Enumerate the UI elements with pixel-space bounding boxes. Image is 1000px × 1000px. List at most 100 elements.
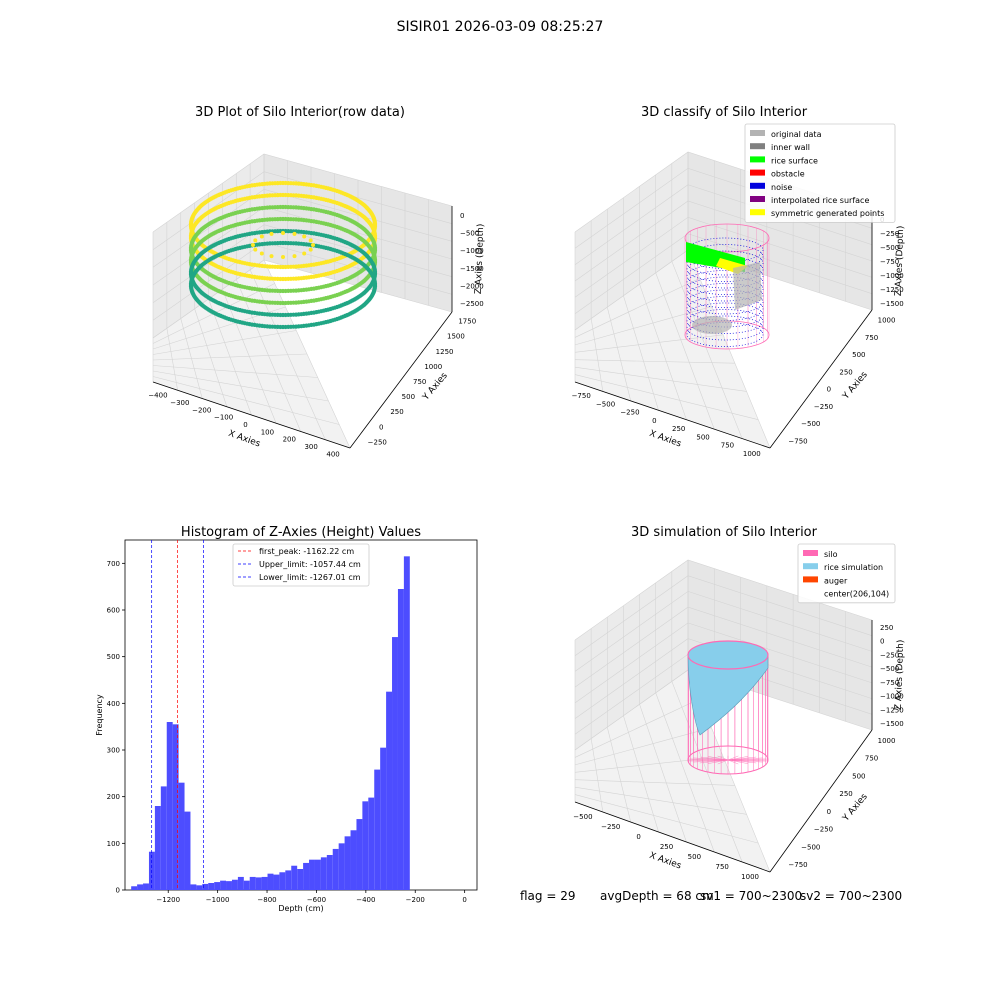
p2-legend-swatch [750,196,765,202]
p1-y-tick-label: 1250 [436,348,454,356]
p1-grid [152,330,297,355]
p1-data-point [269,254,274,259]
p3-x-tick-label: −1200 [156,896,180,904]
p2-x-tick-label: 750 [721,442,734,450]
p4-z-tick-label: −1250 [880,706,904,714]
p4-grid [574,794,759,844]
flag-text: flag = 29 [520,889,576,903]
p2-legend-swatch [750,182,765,189]
p3-bar [267,873,274,890]
p1-z-tick-label: −500 [460,230,479,238]
p1-y-axis-label: Y Axies [421,371,450,403]
p1-data-point [253,238,258,243]
p2-cylinder [684,223,770,350]
p2-noise-ring [686,315,764,341]
depth-histogram: −1200 −1000 −800 −600 −400 −200 0 0 100 200 300 400… [95,525,478,913]
p3-bar [261,876,268,890]
p4-legend [797,543,896,604]
p4-legend-label: center(206,104) [824,590,889,599]
p1-data-point [372,269,378,274]
p1-x-tick-label: 100 [261,428,274,436]
p4-rice-top [687,640,769,670]
p2-legend-label: original data [771,130,822,139]
p2-y-axis-line [769,309,873,449]
p2-y-tick-label: 250 [839,368,852,376]
p3-bar [368,797,375,890]
p4-x-tick-label: −500 [573,813,592,821]
p4-pane-side [688,560,872,730]
p4-z-tick-label: −500 [880,665,899,673]
p4-z-tick-label: −250 [880,651,899,659]
p4-y-tick-label: 750 [865,755,878,763]
p4-pane-floor [575,670,770,872]
p3-bar [273,874,280,890]
p1-grid [152,370,329,402]
p1-data-point [251,243,255,247]
p2-grid [574,334,724,353]
p1-z-tick-label: −1000 [460,247,484,255]
p3-x-tick-label: −1000 [206,896,230,904]
p2-grid [655,272,715,430]
p2-grid [574,200,873,282]
p3-bar [202,883,209,890]
p4-legend-label: auger [824,576,848,585]
p2-legend-label: noise [771,183,792,192]
p4-grid [574,638,873,719]
p3-y-tick-label: 100 [107,840,120,848]
p3-bar [279,872,286,890]
p1-data-point [302,251,307,256]
p4-grid [655,692,715,853]
p3-legend-label: first_peak: -1162.22 cm [259,547,354,556]
figure-title: SISIR01 2026-03-09 08:25:27 [397,19,604,35]
p4-grid [574,591,873,672]
p2-x-tick-label: 1000 [743,450,761,458]
p1-y-tick-label: −250 [368,438,387,446]
p1-y-tick-label: 500 [402,393,415,401]
p1-y-axis-line [349,311,453,449]
p3-bar [291,865,298,890]
p3-bar [143,883,149,890]
p4-rice-simulation [687,654,769,736]
footer-stats: flag = 29 avgDepth = 68 cm sv1 = 700~230… [520,889,920,909]
p1-y-tick-label: 0 [379,423,383,431]
p1-point-cloud [188,180,378,330]
p1-data-point [292,231,297,236]
p1-y-tick-label: 750 [413,378,426,386]
p4-y-tick-label: −250 [814,826,833,834]
p1-data-point [259,251,264,256]
p2-legend-label: obstacle [771,170,805,179]
p2-legend-label: inner wall [771,143,810,152]
p4-y-tick-label: −500 [801,843,820,851]
p3-bar [344,836,351,890]
p4-y-tick-label: −750 [788,861,807,869]
p2-z-tick-label: −1250 [880,286,904,294]
p1-data-point [269,231,274,236]
p1-data-point [281,231,285,235]
p2-z-axis-label: Z Axies (Depth) [894,226,906,297]
p4-silo-floor-line [689,758,767,762]
p4-grid [574,575,873,656]
p2-y-tick-label: −500 [801,420,820,428]
p2-grid [590,318,604,392]
p2-silo-top [684,223,770,253]
p3-bar [386,691,393,890]
p1-x-tick-label: 400 [326,450,339,458]
p3-bar [356,819,363,890]
p3-y-tick-label: 400 [107,700,120,708]
p2-original-data [692,316,732,334]
p2-z-tick-label: −1500 [880,300,904,308]
p2-y-tick-label: 750 [865,334,878,342]
p1-x-tick-label: 300 [304,443,317,451]
p4-x-tick-label: −250 [601,823,620,831]
p3-bar [374,769,381,890]
p3-bar [303,862,310,890]
p1-y-tick-label: 1000 [424,363,442,371]
simulation-3d-plot: −500 −250 0 250 500 750 1000 −750 −500 −250 0 250 50… [573,525,906,881]
p4-legend-swatch [803,550,818,556]
p3-y-tick-label: 0 [116,887,120,895]
p3-bar [160,786,167,890]
p4-cylinder [687,640,769,775]
p1-x-axis-line [152,381,351,449]
p1-data-point [281,255,285,259]
p2-noise-ring [686,296,764,321]
